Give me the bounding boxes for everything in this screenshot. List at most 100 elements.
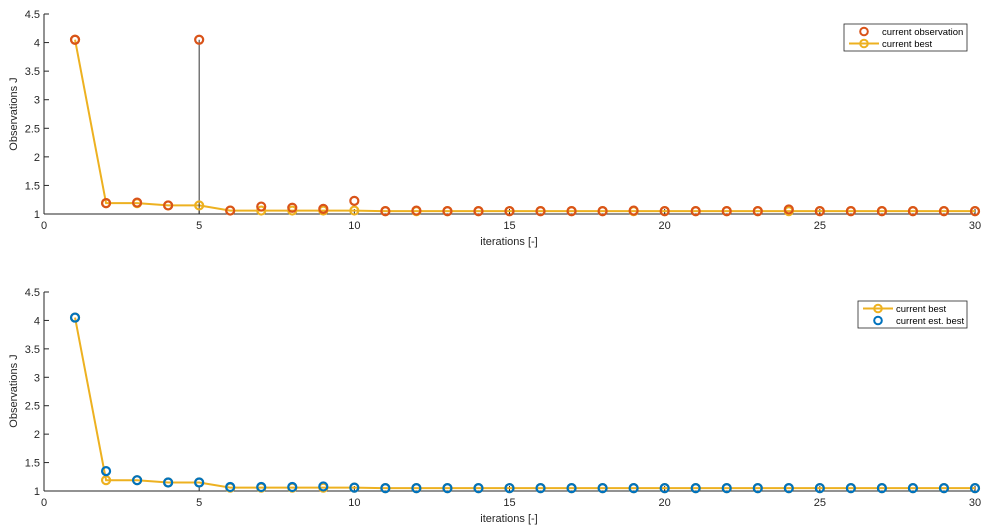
observation-point: [845, 206, 856, 217]
observation-point: [907, 206, 919, 217]
x-tick-label: 30: [969, 220, 981, 232]
observation-point: [721, 483, 732, 494]
legend-marker: [873, 303, 883, 314]
series-point: [194, 200, 205, 211]
legend-marker: [873, 315, 883, 326]
x-tick-label: 30: [969, 497, 981, 509]
observation-point: [783, 204, 794, 215]
observation-point: [814, 206, 825, 217]
observation-point: [597, 483, 608, 494]
legend-label: current est. best: [896, 316, 964, 327]
observation-point: [907, 483, 919, 494]
observation-point: [442, 206, 453, 217]
x-tick-label: 0: [41, 220, 47, 232]
observation-point: [938, 483, 950, 494]
y-tick-label: 3: [34, 95, 40, 107]
chart-bottom: 0 5 10 15 20 25 30 1 1.5 2 2.5 3 3.5 4 4.5 iterations …: [8, 287, 981, 525]
chart-top: 0 5 10 15 20 25 30 1 1.5 2 2.5 3 3.5 4 4.5 iterations …: [8, 9, 981, 248]
observation-point: [752, 483, 763, 494]
y-tick-label: 2.5: [25, 401, 40, 413]
observation-point: [163, 200, 174, 211]
observation-point: [163, 477, 174, 488]
observation-point: [194, 34, 205, 45]
observation-point: [628, 205, 639, 216]
x-tick-label: 15: [503, 497, 515, 509]
series-line: [74, 39, 975, 213]
legend-label: current observation: [882, 27, 963, 38]
observation-point: [132, 197, 143, 208]
observation-point: [380, 483, 391, 494]
observation-point: [721, 206, 732, 217]
observation-point: [442, 483, 453, 494]
x-tick-label: 25: [814, 497, 826, 509]
observation-point: [380, 206, 391, 217]
x-tick-label: 15: [503, 220, 515, 232]
x-tick-label: 20: [659, 220, 671, 232]
ticks: [43, 13, 976, 215]
y-tick-label: 2: [34, 152, 40, 164]
observation-point: [411, 205, 422, 216]
observation-point: [225, 481, 236, 493]
legend-label: current best: [896, 304, 947, 315]
observation-point: [566, 206, 577, 217]
ticks: [43, 291, 976, 492]
observation-point: [783, 483, 794, 494]
series-point: [256, 205, 267, 216]
x-axis-label: iterations [-]: [480, 513, 537, 525]
observation-point: [938, 206, 950, 217]
observation-point: [100, 466, 112, 477]
observation-point: [876, 206, 888, 217]
x-tick-label: 10: [348, 497, 360, 509]
x-tick-label: 10: [348, 220, 360, 232]
y-tick-label: 1.5: [25, 458, 40, 470]
observation-point: [349, 195, 360, 206]
observation-point: [504, 206, 515, 217]
series-line: [74, 317, 975, 490]
x-axis-label: iterations [-]: [480, 236, 537, 248]
observation-point: [194, 477, 205, 488]
observation-point: [690, 206, 701, 217]
observation-point: [628, 483, 639, 494]
y-tick-label: 3.5: [25, 344, 40, 356]
observation-point: [504, 483, 515, 494]
y-tick-label: 1: [34, 486, 40, 498]
observation-point: [969, 483, 981, 494]
observation-point: [659, 483, 670, 494]
observation-point: [132, 475, 143, 486]
y-tick-label: 1: [34, 209, 40, 221]
legend-marker: [859, 38, 869, 49]
observation-point: [287, 202, 298, 213]
x-tick-label: 5: [196, 220, 202, 232]
y-tick-label: 4: [34, 315, 40, 327]
x-tick-label: 20: [659, 497, 671, 509]
observation-point: [845, 483, 856, 494]
y-tick-label: 2: [34, 429, 40, 441]
observation-point: [69, 312, 81, 323]
observation-point: [690, 483, 701, 494]
observation-point: [256, 201, 267, 212]
observation-point: [69, 34, 81, 45]
observation-point: [225, 205, 236, 216]
observation-point: [287, 481, 298, 493]
observation-point: [318, 481, 329, 492]
observation-point: [535, 206, 546, 217]
x-tick-label: 25: [814, 220, 826, 232]
y-tick-label: 4: [34, 38, 40, 50]
observation-point: [535, 483, 546, 494]
observation-point: [969, 206, 981, 217]
y-tick-label: 4.5: [25, 287, 40, 299]
y-tick-label: 3.5: [25, 66, 40, 78]
observation-point: [814, 483, 825, 494]
observation-point: [318, 203, 329, 214]
observation-point: [752, 206, 763, 217]
tick-labels: 0 5 10 15 20 25 30 1 1.5 2 2.5 3 3.5 4 4.5: [25, 9, 981, 232]
observation-point: [659, 206, 670, 217]
observation-point: [411, 483, 422, 494]
y-tick-label: 3: [34, 372, 40, 384]
x-tick-label: 5: [196, 497, 202, 509]
